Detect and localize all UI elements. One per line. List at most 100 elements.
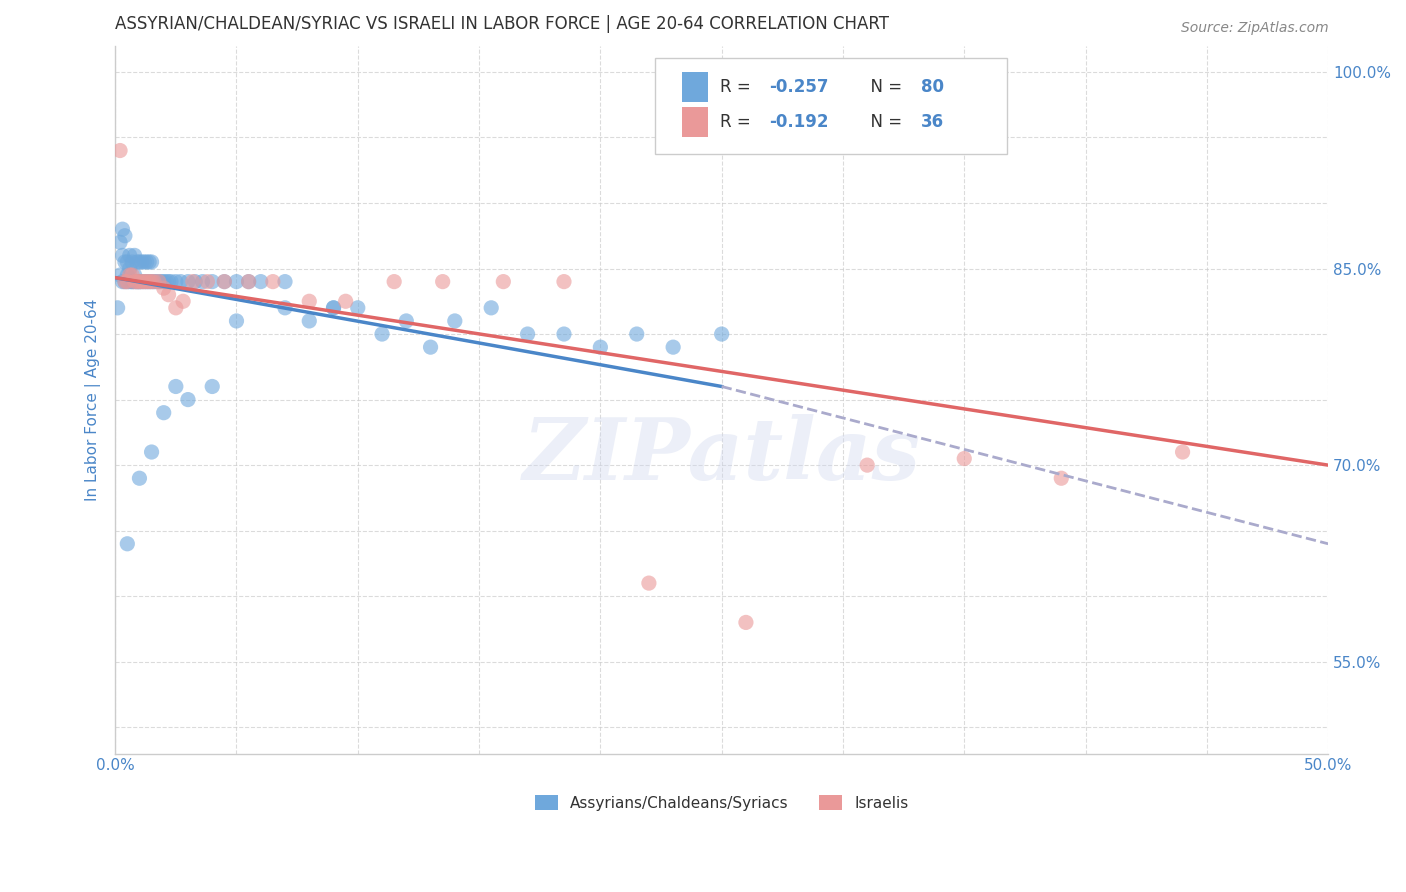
Point	[638, 576, 661, 591]
Point	[735, 615, 758, 630]
Point	[152, 406, 174, 420]
FancyBboxPatch shape	[682, 72, 709, 102]
Point	[553, 326, 575, 341]
Point	[443, 314, 465, 328]
Point	[128, 471, 150, 485]
Point	[128, 255, 150, 269]
Point	[322, 301, 344, 315]
Point	[382, 275, 405, 289]
Point	[214, 275, 236, 289]
Point	[118, 268, 141, 282]
Point	[141, 255, 163, 269]
Point	[201, 379, 224, 393]
Point	[195, 275, 218, 289]
Point	[262, 275, 284, 289]
Point	[238, 275, 260, 289]
Point	[274, 301, 297, 315]
Point	[131, 275, 153, 289]
Point	[856, 458, 879, 472]
Point	[516, 326, 538, 341]
Text: N =: N =	[860, 113, 907, 131]
Point	[492, 275, 515, 289]
Point	[160, 275, 183, 289]
Point	[121, 255, 143, 269]
Point	[371, 326, 394, 341]
Text: ZIPatlas: ZIPatlas	[523, 415, 921, 498]
Text: Source: ZipAtlas.com: Source: ZipAtlas.com	[1181, 21, 1329, 35]
Point	[135, 275, 157, 289]
Point	[114, 275, 136, 289]
Point	[108, 235, 131, 250]
Point	[662, 340, 685, 354]
Point	[298, 314, 321, 328]
Point	[138, 275, 160, 289]
Point	[134, 275, 156, 289]
Point	[322, 301, 344, 315]
FancyBboxPatch shape	[682, 107, 709, 137]
Point	[108, 268, 131, 282]
Point	[432, 275, 454, 289]
Point	[155, 275, 177, 289]
Point	[138, 255, 160, 269]
Point	[124, 275, 146, 289]
Point	[135, 255, 157, 269]
Y-axis label: In Labor Force | Age 20-64: In Labor Force | Age 20-64	[86, 299, 101, 500]
Point	[1171, 445, 1194, 459]
Point	[953, 451, 976, 466]
Point	[274, 275, 297, 289]
Point	[117, 275, 139, 289]
Text: R =: R =	[720, 113, 756, 131]
Point	[134, 255, 156, 269]
Point	[419, 340, 441, 354]
Point	[145, 275, 167, 289]
Point	[148, 275, 170, 289]
Point	[124, 268, 146, 282]
Point	[172, 294, 194, 309]
Point	[214, 275, 236, 289]
Point	[135, 275, 157, 289]
Point	[118, 275, 141, 289]
Point	[121, 268, 143, 282]
Point	[125, 275, 148, 289]
Point	[1050, 471, 1073, 485]
Point	[165, 379, 187, 393]
Point	[141, 275, 163, 289]
Point	[128, 275, 150, 289]
Point	[143, 275, 166, 289]
Point	[225, 314, 247, 328]
Point	[141, 445, 163, 459]
Point	[118, 248, 141, 262]
Point	[111, 222, 134, 236]
Point	[626, 326, 648, 341]
Text: -0.192: -0.192	[769, 113, 828, 131]
Text: -0.257: -0.257	[769, 78, 828, 95]
Point	[710, 326, 733, 341]
Point	[148, 275, 170, 289]
Point	[346, 301, 368, 315]
Point	[118, 261, 141, 276]
Point	[165, 275, 187, 289]
Text: 80: 80	[921, 78, 943, 95]
Point	[191, 275, 214, 289]
Point	[117, 268, 139, 282]
Point	[128, 275, 150, 289]
Point	[131, 255, 153, 269]
Point	[479, 301, 502, 315]
Point	[124, 248, 146, 262]
Point	[553, 275, 575, 289]
Text: R =: R =	[720, 78, 756, 95]
FancyBboxPatch shape	[655, 58, 1007, 154]
Point	[117, 537, 139, 551]
Point	[152, 281, 174, 295]
Point	[181, 275, 204, 289]
Point	[165, 301, 187, 315]
Point	[108, 144, 131, 158]
Point	[128, 275, 150, 289]
Point	[114, 228, 136, 243]
Point	[298, 294, 321, 309]
Point	[134, 275, 156, 289]
Point	[395, 314, 418, 328]
Point	[125, 275, 148, 289]
Legend: Assyrians/Chaldeans/Syriacs, Israelis: Assyrians/Chaldeans/Syriacs, Israelis	[529, 789, 915, 817]
Point	[184, 275, 207, 289]
